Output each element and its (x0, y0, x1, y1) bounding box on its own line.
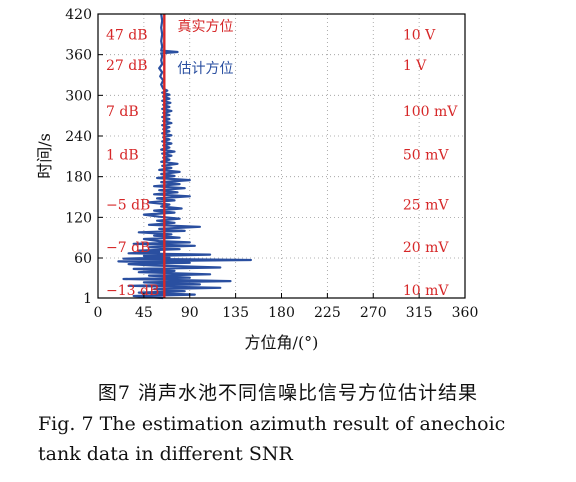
snr-label: 7 dB (106, 104, 139, 120)
voltage-label: 10 mV (403, 283, 450, 299)
voltage-label: 1 V (403, 58, 427, 74)
voltage-label: 20 mV (403, 240, 450, 256)
x-axis-label: 方位角/(°) (245, 333, 319, 352)
voltage-label: 50 mV (403, 147, 450, 163)
azimuth-chart: 0 45 90 135 180 225 270 315 360 1 60 120 180 240 300 36… (35, 7, 478, 352)
y-tick-label: 240 (65, 129, 92, 145)
voltage-label: 100 mV (403, 104, 458, 120)
legend-true-azimuth: 真实方位 (178, 19, 234, 35)
snr-label: 27 dB (106, 58, 148, 74)
y-tick-label: 60 (74, 251, 92, 267)
figure-caption-en-line2: tank data in different SNR (38, 443, 293, 465)
chart-axes: 0 45 90 135 180 225 270 315 360 1 60 120 180 240 300 36… (65, 7, 478, 321)
snr-label: 1 dB (106, 147, 139, 163)
y-tick-label: 180 (65, 170, 92, 186)
snr-label: −13 dB (106, 283, 159, 299)
y-axis-label: 时间/s (35, 133, 54, 179)
snr-label: 47 dB (106, 27, 148, 43)
legend-estimated-azimuth: 估计方位 (178, 61, 234, 77)
x-tick-label: 360 (452, 305, 479, 321)
y-tick-label: 360 (65, 48, 92, 64)
y-tick-label: 420 (65, 7, 92, 23)
figure-caption-en-line1: Fig. 7 The estimation azimuth result of … (38, 413, 506, 435)
x-tick-label: 315 (406, 305, 433, 321)
voltage-label: 25 mV (403, 197, 450, 213)
chart-annotations: 47 dB 27 dB 7 dB 1 dB −5 dB −7 dB −13 dB 10 V 1 … (106, 27, 458, 299)
y-tick-label: 1 (83, 291, 92, 307)
x-tick-label: 225 (314, 305, 341, 321)
x-tick-label: 270 (360, 305, 387, 321)
snr-label: −5 dB (106, 197, 150, 213)
snr-label: −7 dB (106, 240, 150, 256)
x-tick-label: 45 (135, 305, 153, 321)
voltage-label: 10 V (403, 27, 436, 43)
y-tick-label: 300 (65, 88, 92, 104)
x-tick-label: 90 (181, 305, 199, 321)
estimated-azimuth-line (117, 13, 252, 300)
x-tick-label: 135 (222, 305, 249, 321)
chart-series (117, 13, 252, 300)
y-tick-label: 120 (65, 210, 92, 226)
figure-caption-cn: 图7 消声水池不同信噪比信号方位估计结果 (97, 382, 479, 404)
x-tick-label: 180 (268, 305, 295, 321)
x-tick-label: 0 (94, 305, 103, 321)
